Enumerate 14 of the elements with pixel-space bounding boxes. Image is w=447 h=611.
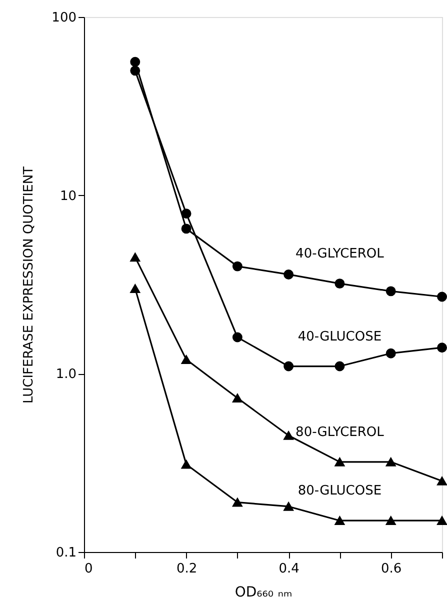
x-tick-label: 0 (84, 562, 93, 576)
series-label: 80-GLYCEROL (296, 424, 385, 440)
x-tick-label: 0.2 (176, 562, 198, 576)
x-axis-title: OD₆₆₀ ₙₘ (234, 584, 292, 600)
y-tick-label: 10 (60, 188, 76, 204)
series-label: 40-GLYCEROL (296, 246, 385, 262)
y-tick-label: 1.0 (56, 367, 76, 382)
x-tick-label: 0.6 (381, 562, 402, 576)
y-axis-title: LUCIFERASE EXPRESSION QUOTIENT (22, 166, 37, 404)
series-label: 40-GLUCOSE (298, 329, 382, 344)
y-tick-label: 100 (52, 10, 76, 26)
series-label: 80-GLUCOSE (298, 484, 382, 499)
y-tick-label: 0.1 (56, 546, 76, 560)
x-tick-label: 0.4 (278, 562, 300, 576)
